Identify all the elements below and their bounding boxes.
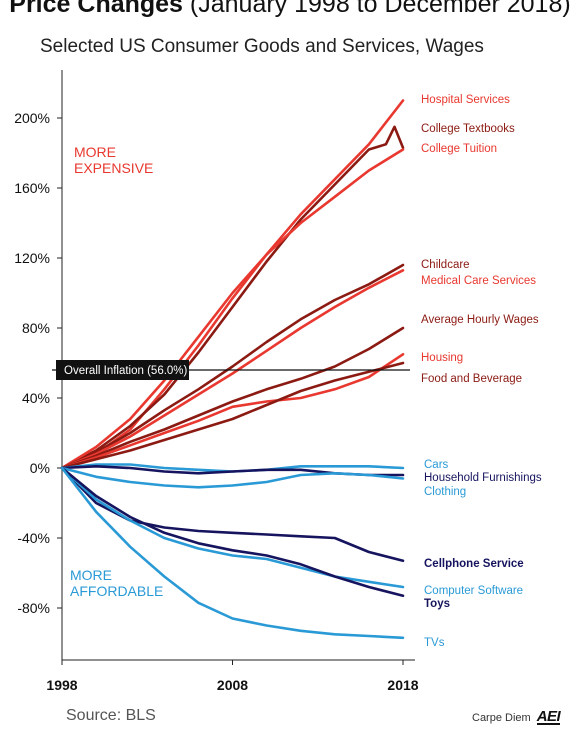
y-tick-label: 40% xyxy=(22,390,50,406)
series-label: Hospital Services xyxy=(421,94,510,106)
inflation-label-box xyxy=(56,360,189,380)
series-label: College Tuition xyxy=(421,143,497,155)
series-label: Housing xyxy=(421,352,463,364)
series-line-college-tuition xyxy=(60,148,405,470)
y-tick-label: 120% xyxy=(14,250,50,266)
y-tick-label: -80% xyxy=(17,600,50,616)
chart-title-rest: (January 1998 to December 2018) xyxy=(182,0,571,18)
series-label: College Textbooks xyxy=(421,123,515,135)
more-affordable-label: MORE xyxy=(70,567,112,583)
series-line-average-hourly-wages xyxy=(60,326,405,470)
credit: Carpe Diem AEI xyxy=(472,708,561,725)
more-affordable-label: AFFORDABLE xyxy=(70,583,163,599)
y-tick-label: 200% xyxy=(14,110,50,126)
more-expensive-label: EXPENSIVE xyxy=(74,160,153,176)
inflation-label: Overall Inflation (56.0%) xyxy=(64,365,188,377)
series-label: Computer Software xyxy=(424,585,523,597)
series-label: Cars xyxy=(424,459,449,471)
y-tick-label: 0% xyxy=(30,460,50,476)
series-label: Medical Care Services xyxy=(421,275,536,287)
x-tick-label: 2018 xyxy=(387,677,418,693)
more-expensive-label: MORE xyxy=(74,144,116,160)
series-line-food-and-beverage xyxy=(60,361,405,470)
series-line-housing xyxy=(60,352,405,470)
series-line-toys xyxy=(60,466,405,598)
series-label: Household Furnishings xyxy=(424,472,542,484)
credit-text: Carpe Diem xyxy=(472,711,531,724)
x-tick-label: 2008 xyxy=(217,677,248,693)
series-label: Childcare xyxy=(421,259,470,271)
series-line-tvs xyxy=(60,466,405,640)
series-label: TVs xyxy=(424,637,445,649)
chart-subtitle: Selected US Consumer Goods and Services,… xyxy=(40,36,484,57)
y-tick-label: 80% xyxy=(22,320,50,336)
source-note: Source: BLS xyxy=(66,707,156,724)
series-line-medical-care-services xyxy=(60,268,405,470)
y-tick-label: 160% xyxy=(14,180,50,196)
series-label: Food and Beverage xyxy=(421,373,522,385)
aei-logo-icon: AEI xyxy=(536,708,561,725)
x-tick-label: 1998 xyxy=(46,677,77,693)
series-label: Clothing xyxy=(424,486,466,498)
y-tick-label: -40% xyxy=(17,530,50,546)
series-label: Average Hourly Wages xyxy=(421,314,539,326)
series-line-computer-software xyxy=(60,466,405,589)
series-line-childcare xyxy=(60,263,405,470)
series-line-college-textbooks xyxy=(60,125,405,470)
series-label: Cellphone Service xyxy=(424,558,524,570)
series-line-cellphone-service xyxy=(60,466,405,563)
series-label: Toys xyxy=(424,598,450,610)
chart-title: Price Changes (January 1998 to December … xyxy=(0,0,580,19)
series-line-hospital-services xyxy=(60,99,405,470)
chart-title-bold: Price Changes xyxy=(9,0,183,18)
series-line-clothing xyxy=(60,466,405,489)
